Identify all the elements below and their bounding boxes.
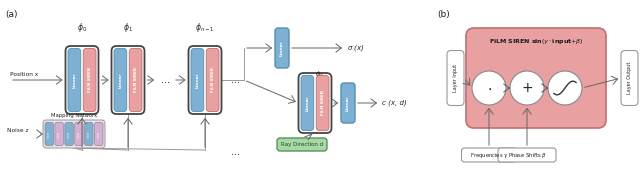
FancyBboxPatch shape [277, 138, 327, 151]
Text: Linear: Linear [305, 95, 309, 111]
Text: Linear: Linear [195, 72, 200, 88]
FancyBboxPatch shape [298, 73, 332, 133]
FancyBboxPatch shape [498, 148, 556, 162]
Text: FiLM SIREN: FiLM SIREN [88, 68, 92, 93]
FancyBboxPatch shape [68, 49, 81, 111]
FancyBboxPatch shape [75, 122, 83, 146]
Text: linear: linear [97, 130, 100, 137]
Text: Phase Shifts $\beta$: Phase Shifts $\beta$ [508, 150, 547, 160]
Text: c (x, d): c (x, d) [382, 100, 407, 106]
Circle shape [548, 71, 582, 105]
FancyBboxPatch shape [341, 83, 355, 123]
FancyBboxPatch shape [129, 49, 142, 111]
FancyBboxPatch shape [206, 49, 219, 111]
Text: FiLM SIREN $\mathbf{sin}(\gamma\cdot$input$+\beta)$: FiLM SIREN $\mathbf{sin}(\gamma\cdot$inp… [489, 36, 583, 45]
Text: Linear: Linear [72, 72, 76, 88]
Text: linear: linear [57, 130, 61, 137]
FancyBboxPatch shape [55, 122, 63, 146]
Text: $\phi_c$: $\phi_c$ [316, 70, 324, 80]
Text: ...: ... [230, 147, 239, 157]
Text: ...: ... [230, 75, 239, 85]
Text: (b): (b) [437, 10, 450, 19]
Text: $\sigma$ (x): $\sigma$ (x) [347, 43, 365, 53]
Text: Ray Direction d: Ray Direction d [281, 142, 323, 147]
FancyBboxPatch shape [466, 28, 606, 128]
Text: linear: linear [87, 130, 91, 137]
Text: linear: linear [67, 130, 71, 137]
FancyBboxPatch shape [65, 122, 73, 146]
Text: Frequencies $\gamma$: Frequencies $\gamma$ [470, 150, 508, 160]
Text: $\cdot$: $\cdot$ [486, 82, 492, 95]
FancyBboxPatch shape [65, 46, 99, 114]
FancyBboxPatch shape [301, 76, 314, 130]
FancyBboxPatch shape [114, 49, 127, 111]
Circle shape [472, 71, 506, 105]
FancyBboxPatch shape [316, 76, 329, 130]
Text: $\phi_{n-1}$: $\phi_{n-1}$ [195, 22, 215, 35]
FancyBboxPatch shape [461, 148, 516, 162]
Text: Linear: Linear [346, 95, 350, 111]
Text: Mapping Network: Mapping Network [51, 113, 97, 117]
Text: Layer Input: Layer Input [453, 64, 458, 92]
FancyBboxPatch shape [45, 122, 53, 146]
Text: Position x: Position x [10, 73, 38, 77]
Text: FiLM SIREN: FiLM SIREN [321, 91, 324, 115]
FancyBboxPatch shape [43, 120, 105, 148]
Text: $\phi_1$: $\phi_1$ [123, 22, 133, 35]
Text: linear: linear [77, 130, 81, 137]
Text: (a): (a) [5, 10, 17, 19]
Text: Noise z: Noise z [7, 128, 29, 133]
FancyBboxPatch shape [191, 49, 204, 111]
FancyBboxPatch shape [189, 46, 221, 114]
Text: FiLM SIREN: FiLM SIREN [134, 68, 138, 93]
Text: FiLM SIREN: FiLM SIREN [211, 68, 214, 93]
FancyBboxPatch shape [447, 50, 464, 106]
FancyBboxPatch shape [275, 28, 289, 68]
Text: Layer Output: Layer Output [627, 62, 632, 94]
FancyBboxPatch shape [95, 122, 103, 146]
FancyBboxPatch shape [83, 49, 96, 111]
Text: ...: ... [161, 75, 170, 85]
Text: Linear: Linear [280, 40, 284, 56]
FancyBboxPatch shape [84, 122, 93, 146]
FancyBboxPatch shape [621, 50, 638, 106]
Text: Linear: Linear [118, 72, 122, 88]
Text: $\phi_0$: $\phi_0$ [77, 22, 87, 35]
Circle shape [510, 71, 544, 105]
Text: linear: linear [47, 130, 51, 137]
Text: $+$: $+$ [521, 82, 533, 95]
FancyBboxPatch shape [111, 46, 145, 114]
